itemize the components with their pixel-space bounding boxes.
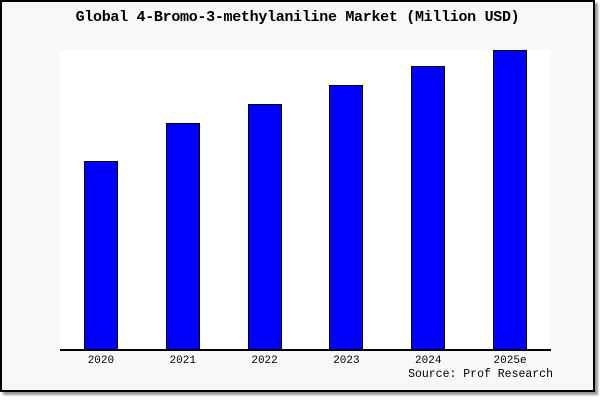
x-axis-label-2023: 2023 xyxy=(333,355,360,367)
bar-2022 xyxy=(247,103,282,349)
bar-2023 xyxy=(329,84,364,349)
chart-title: Global 4-Bromo-3-methylaniline Market (M… xyxy=(75,9,520,26)
bar-2025e xyxy=(493,50,528,349)
x-axis-label-2021: 2021 xyxy=(169,355,196,367)
x-axis-label-2020: 2020 xyxy=(87,355,115,367)
x-axis-labels: 2020 2021 2022 2023 2024 2025e xyxy=(60,355,551,367)
bar-2020 xyxy=(83,160,118,349)
bar-2024 xyxy=(411,66,446,349)
x-axis-label-2025e: 2025e xyxy=(493,355,527,367)
x-axis-label-2024: 2024 xyxy=(415,355,442,367)
x-axis-label-2022: 2022 xyxy=(251,355,278,367)
plot-area xyxy=(60,50,551,351)
bar-2021 xyxy=(165,123,200,349)
chart-frame: Global 4-Bromo-3-methylaniline Market (M… xyxy=(0,0,595,392)
source-credit: Source: Prof Research xyxy=(408,368,553,381)
